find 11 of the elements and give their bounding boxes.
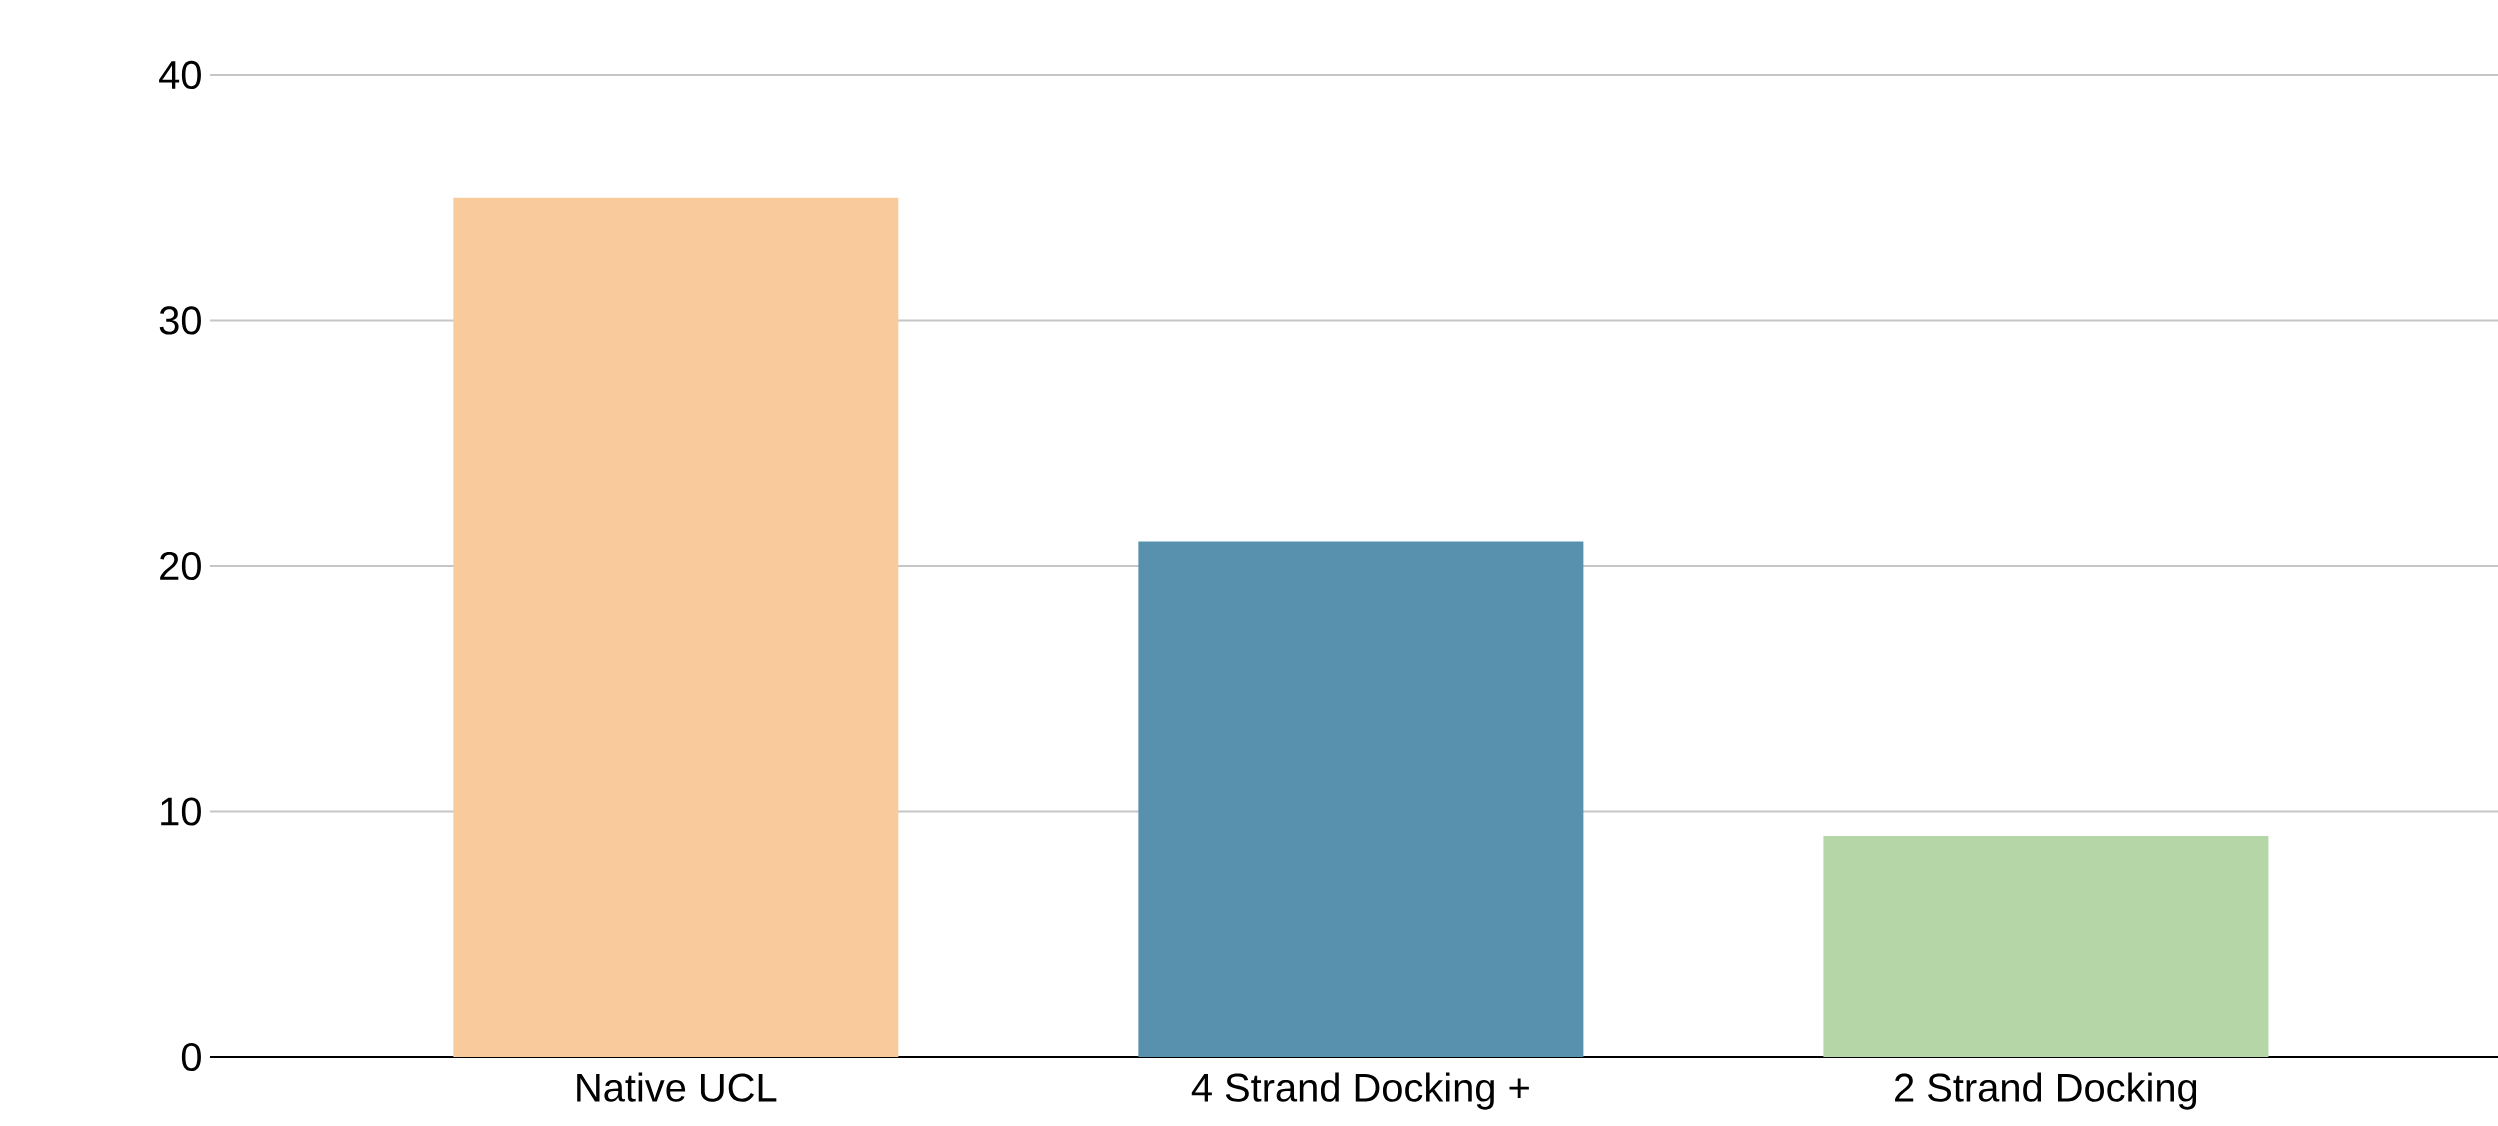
y-tick-label: 10 <box>161 797 201 826</box>
bar <box>1138 541 1584 1057</box>
y-tick-label: 0 <box>181 1042 201 1072</box>
y-tick-label: 20 <box>160 551 201 581</box>
bar <box>453 197 899 1057</box>
y-tick-label: 40 <box>159 60 201 90</box>
x-tick-label: 4 Strand Docking + <box>1191 1072 1529 1110</box>
x-tick-label: Native UCL <box>577 1072 777 1102</box>
y-tick-label: 30 <box>159 306 201 335</box>
bar <box>1823 836 2269 1057</box>
x-tick-label: 2 Strand Docking <box>1895 1072 2197 1110</box>
